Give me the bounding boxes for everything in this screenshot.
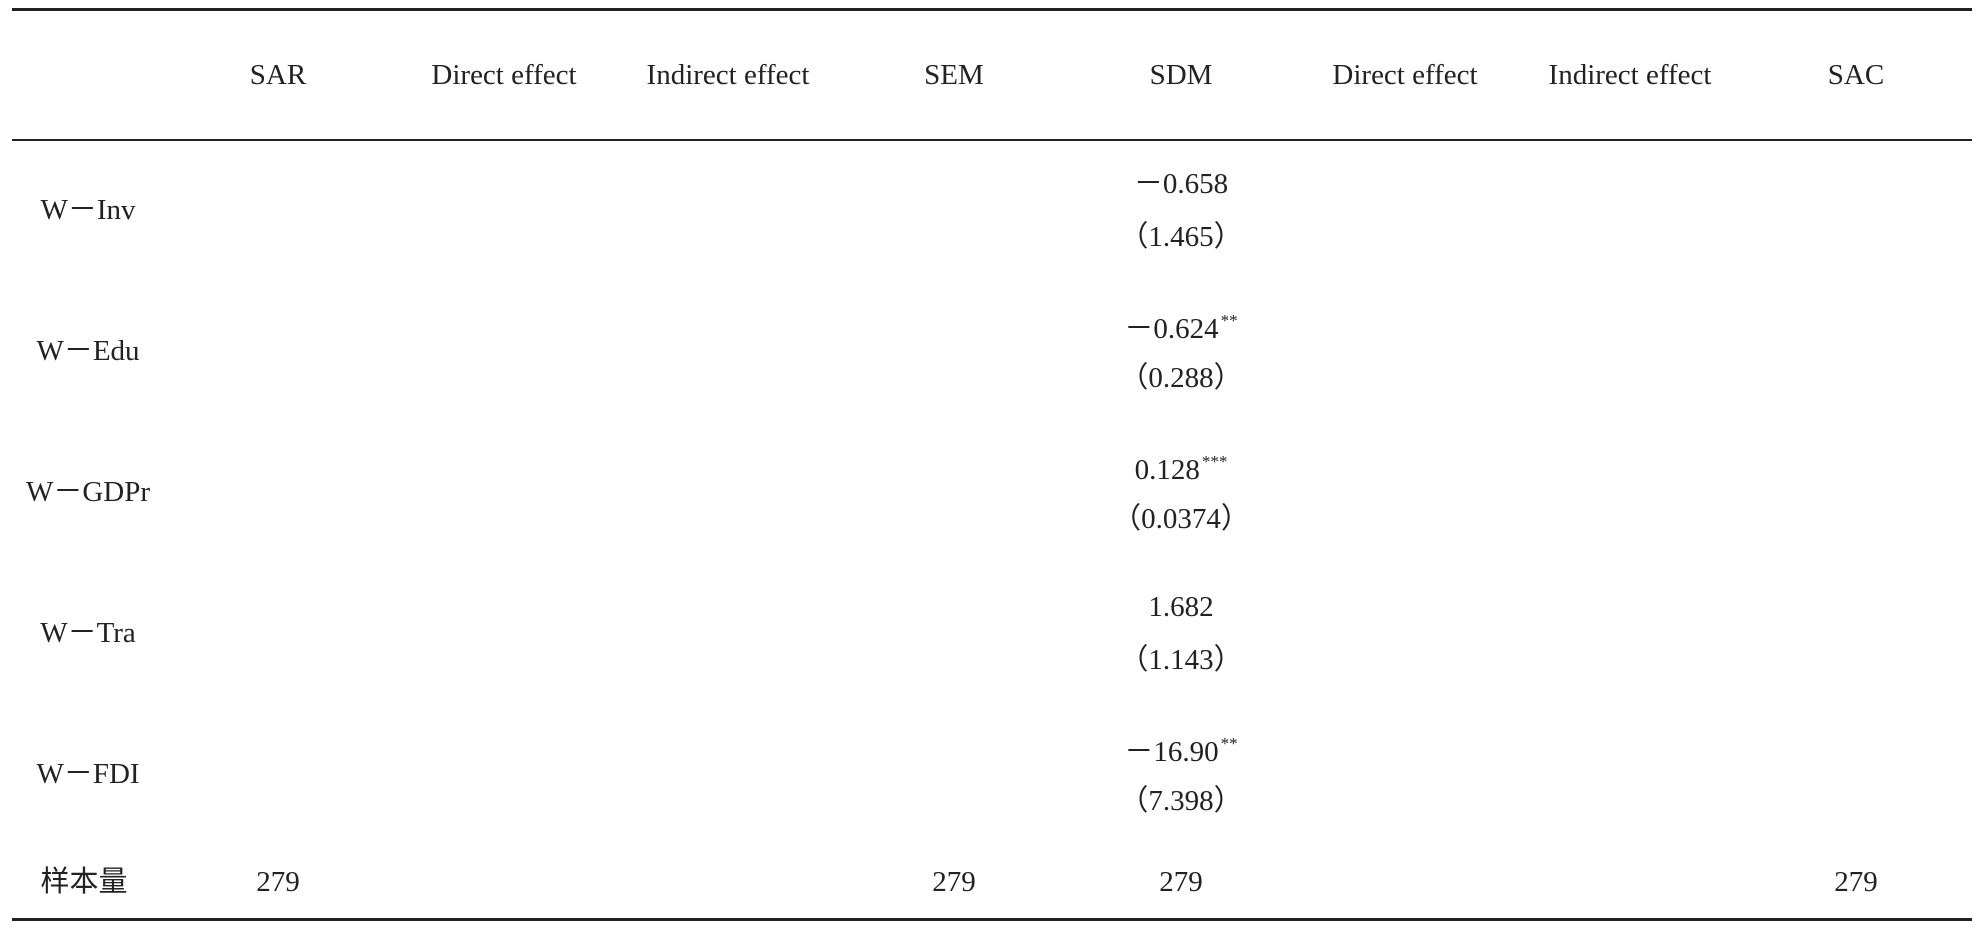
column-header: SEM: [869, 46, 1039, 104]
standard-error: （0.288）: [1119, 350, 1242, 406]
text: W－Tra: [40, 617, 136, 649]
column-header: Direct effect: [1320, 46, 1490, 104]
text: Direct effect: [431, 59, 577, 91]
header-rule: [12, 139, 1972, 141]
column-header: SAR: [193, 46, 363, 104]
text: Indirect effect: [1548, 59, 1712, 91]
column-header: Indirect effect: [1545, 46, 1715, 104]
text: －16.90: [1124, 736, 1219, 768]
text: （0.288）: [1119, 362, 1243, 394]
row-label: W－Inv: [40, 182, 135, 238]
significance: **: [1220, 734, 1238, 753]
text: （0.0374）: [1112, 503, 1250, 535]
text: －0.658: [1133, 168, 1229, 200]
text: Indirect effect: [646, 59, 810, 91]
text: 样本量: [40, 866, 128, 898]
standard-error: （1.465）: [1119, 209, 1242, 265]
row-label: W－Tra: [40, 605, 136, 661]
standard-error: （7.398）: [1119, 773, 1242, 829]
row-label: W－FDI: [36, 746, 139, 802]
text: W－GDPr: [25, 476, 151, 508]
text: －0.624: [1124, 313, 1219, 345]
text: 279: [256, 866, 300, 898]
text: 279: [1834, 866, 1878, 898]
coefficient: －0.658: [1134, 156, 1228, 212]
column-header: Direct effect: [419, 46, 589, 104]
text: SAR: [249, 59, 307, 91]
standard-error: （1.143）: [1119, 632, 1242, 688]
text: 1.682: [1148, 591, 1214, 623]
column-header: SAC: [1771, 46, 1941, 104]
text: （1.465）: [1119, 221, 1243, 253]
coefficient: －0.624 **: [1124, 293, 1237, 357]
text: SAC: [1827, 59, 1885, 91]
text: 279: [932, 866, 976, 898]
bottom-rule: [12, 918, 1972, 921]
column-header: Indirect effect: [643, 46, 813, 104]
row-label: 样本量: [40, 854, 127, 910]
significance: ***: [1201, 452, 1228, 471]
coefficient: 0.128 ***: [1135, 434, 1228, 498]
text: SDM: [1149, 59, 1213, 91]
text: （1.143）: [1119, 644, 1243, 676]
significance: **: [1220, 311, 1238, 330]
top-rule: [12, 8, 1972, 11]
sample-size: 279: [932, 854, 976, 910]
text: SEM: [924, 59, 984, 91]
coefficient: 1.682: [1148, 579, 1213, 635]
text: W－Edu: [36, 335, 140, 367]
sample-size: 279: [256, 854, 300, 910]
row-label: W－GDPr: [26, 464, 150, 520]
text: 0.128: [1134, 454, 1200, 486]
row-label: W－Edu: [36, 323, 139, 379]
text: （7.398）: [1119, 785, 1243, 817]
text: Direct effect: [1332, 59, 1478, 91]
sample-size: 279: [1834, 854, 1878, 910]
text: 279: [1159, 866, 1203, 898]
standard-error: （0.0374）: [1112, 491, 1250, 547]
text: W－Inv: [40, 194, 136, 226]
text: W－FDI: [36, 758, 140, 790]
column-header: SDM: [1096, 46, 1266, 104]
sample-size: 279: [1159, 854, 1203, 910]
coefficient: －16.90 **: [1124, 716, 1237, 780]
